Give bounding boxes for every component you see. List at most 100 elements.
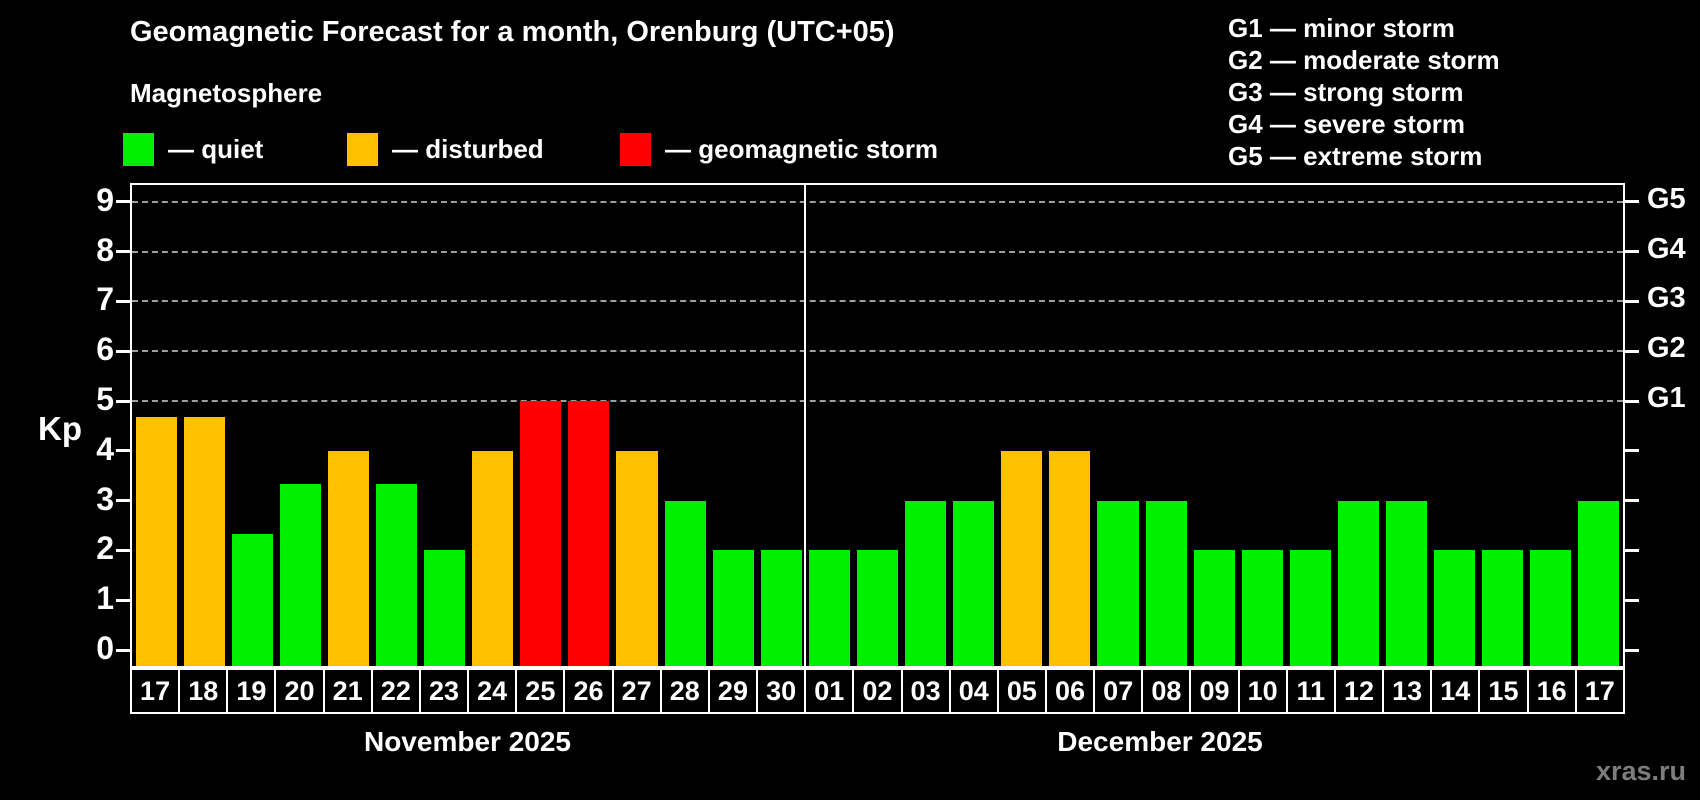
y-tick-label-8: 8 [96,231,114,268]
kp-bar-dec-13 [1386,500,1428,666]
g-scale-label-g3: G3 [1647,282,1686,315]
kp-bar-nov-26 [568,401,610,666]
kp-bar-dec-14 [1434,550,1476,666]
g-scale-label-g5: G5 [1647,182,1686,215]
grid-line-kp6 [132,350,1623,353]
day-label-dec-09: 09 [1189,668,1240,714]
day-label-dec-08: 08 [1141,668,1192,714]
legend-label-quiet: — quiet [168,134,264,164]
g-scale-label-g4: G4 [1647,232,1686,265]
y-tick-label-6: 6 [96,331,114,368]
y-tick-label-0: 0 [96,630,114,666]
day-label-dec-16: 16 [1526,668,1577,714]
kp-bar-dec-06 [1049,450,1091,666]
day-label-nov-18: 18 [178,668,229,714]
day-label-nov-26: 26 [563,668,614,714]
right-axis-tick [1625,399,1639,403]
y-tick-label-3: 3 [96,480,114,517]
day-label-nov-28: 28 [659,668,710,714]
y-tick-label-5: 5 [96,381,114,417]
plot-area: 0 1 2 3 4 5 6 7 8 9 G5 G4 G3 G2 G1 [96,182,1686,668]
kp-bar-nov-22 [375,484,418,666]
legend-label-disturbed: — disturbed [392,134,544,164]
kp-bar-dec-12 [1337,500,1379,666]
day-label-dec-07: 07 [1093,668,1144,714]
kp-bar-nov-29 [712,550,754,666]
g-scale-label-g2: G2 [1647,332,1686,365]
g-scale-label-g1: G1 [1647,382,1686,414]
kp-bar-nov-19 [231,533,273,666]
day-label-nov-25: 25 [515,668,566,714]
page-title: Geomagnetic Forecast for a month, Orenbu… [130,16,895,48]
y-axis-tick [116,598,130,602]
kp-bar-nov-30 [760,550,802,666]
y-axis-tick [116,449,130,453]
right-axis-tick [1625,200,1639,204]
kp-bar-dec-05 [1001,450,1043,666]
kp-bar-nov-27 [616,450,658,666]
legend-item-storm: — geomagnetic storm [620,133,938,166]
kp-bar-dec-04 [953,500,995,666]
y-axis-tick [116,548,130,552]
right-axis-tick [1625,449,1639,453]
y-tick-label-4: 4 [96,430,114,467]
y-tick-label-9: 9 [96,181,114,218]
day-label-dec-11: 11 [1285,668,1336,714]
month-separator [804,185,807,666]
y-axis-tick [116,299,130,303]
y-tick-label-2: 2 [96,530,114,567]
grid-line-kp9 [132,200,1623,203]
grid-line-kp7 [132,300,1623,303]
day-label-dec-01: 01 [804,668,855,714]
grid-line-kp8 [132,250,1623,253]
y-axis-tick [116,200,130,204]
day-label-nov-30: 30 [756,668,807,714]
kp-bar-dec-11 [1289,550,1331,666]
kp-bar-dec-08 [1145,500,1187,666]
g-scale-legend: G1 — minor storm G2 — moderate storm G3 — … [1228,12,1500,172]
y-axis-tick [116,399,130,403]
legend-swatch-quiet [123,133,154,166]
y-axis-tick [116,499,130,503]
y-tick-label-1: 1 [96,580,114,617]
kp-bar-dec-01 [808,550,850,666]
right-axis-tick [1625,349,1639,353]
day-label-nov-21: 21 [322,668,373,714]
day-label-dec-15: 15 [1478,668,1529,714]
right-axis-tick [1625,499,1639,503]
kp-bar-dec-16 [1530,550,1572,666]
right-axis-tick [1625,598,1639,602]
legend-swatch-disturbed [347,133,378,166]
g-legend-line-g2: G2 — moderate storm [1228,45,1500,75]
day-labels-row: 17 18 19 20 21 22 23 24 25 26 27 28 29 30 01 02 03 04 05 06… [130,668,1625,714]
day-label-dec-12: 12 [1333,668,1385,714]
g-legend-line-g3: G3 — strong storm [1228,77,1464,107]
day-label-dec-14: 14 [1430,668,1481,714]
y-tick-label-7: 7 [96,281,114,318]
y-axis-tick [116,250,130,254]
day-label-dec-13: 13 [1382,668,1433,714]
status-legend: — quiet — disturbed — geomagnetic storm [123,133,1223,169]
kp-bar-nov-17 [135,417,177,666]
day-label-nov-19: 19 [226,668,277,714]
right-axis-tick [1625,250,1639,254]
watermark: xras.ru [1595,756,1686,786]
grid-line-kp5 [132,400,1623,402]
right-axis-tick [1625,548,1639,552]
day-label-dec-05: 05 [996,668,1047,714]
legend-item-disturbed: — disturbed [347,133,544,166]
legend-label-storm: — geomagnetic storm [665,134,939,164]
kp-bar-dec-03 [905,500,947,666]
kp-bar-dec-09 [1193,550,1235,666]
y-axis-tick [116,648,130,652]
day-label-nov-29: 29 [707,668,759,714]
day-label-dec-06: 06 [1044,668,1096,714]
day-label-nov-23: 23 [418,668,470,714]
day-label-dec-04: 04 [948,668,999,714]
g-legend-line-g1: G1 — minor storm [1228,13,1455,43]
day-label-dec-10: 10 [1237,668,1288,714]
kp-bar-dec-10 [1241,550,1283,666]
day-label-nov-17: 17 [130,668,181,714]
y-axis-title: Kp [38,410,82,447]
